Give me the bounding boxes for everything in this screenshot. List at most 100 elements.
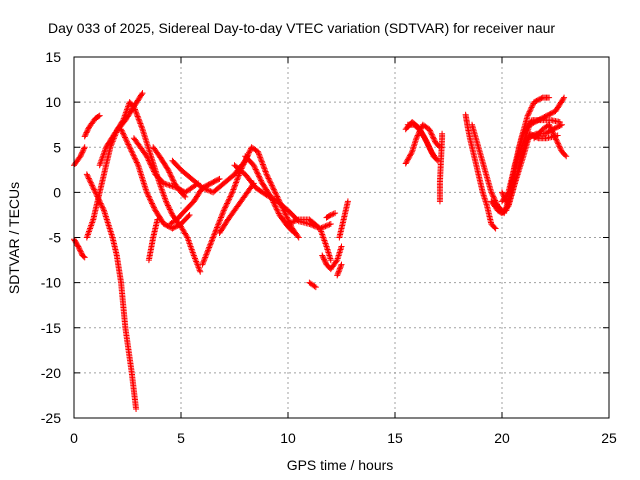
data-point [259, 160, 266, 167]
y-axis-label: SDTVAR / TECUs [6, 182, 22, 294]
data-point [312, 284, 319, 291]
data-point [404, 156, 411, 163]
data-point [219, 210, 226, 217]
data-point [164, 165, 171, 172]
data-point [204, 187, 211, 194]
data-point [215, 221, 222, 228]
data-point [126, 144, 133, 151]
data-point [427, 146, 434, 153]
y-tick-label: -20 [41, 365, 61, 381]
data-point [294, 217, 301, 224]
series-arc-8 [145, 216, 161, 264]
data-point [149, 165, 156, 172]
data-point [206, 187, 213, 194]
data-point [258, 177, 265, 184]
data-point [273, 192, 280, 199]
data-point [230, 186, 237, 193]
data-point [293, 217, 300, 224]
data-point [122, 135, 129, 142]
series-arc-6 [96, 99, 204, 275]
data-point [491, 196, 498, 203]
data-point [130, 152, 137, 159]
data-point [257, 155, 264, 162]
data-point [166, 182, 173, 189]
data-point [344, 198, 351, 205]
data-point [100, 206, 107, 213]
data-point [326, 221, 333, 228]
data-point [258, 158, 265, 165]
data-point [230, 185, 237, 192]
data-point [241, 158, 248, 165]
data-point [319, 253, 326, 260]
series-arc-14 [216, 180, 257, 236]
data-point [430, 135, 437, 142]
data-point [256, 152, 263, 159]
data-point [405, 155, 412, 162]
data-point [207, 241, 214, 248]
data-point [269, 183, 276, 190]
data-point [320, 255, 327, 262]
data-point [253, 167, 260, 174]
data-point [406, 152, 413, 159]
data-point [436, 198, 443, 205]
series-arc-27 [462, 111, 499, 232]
data-point [201, 255, 208, 262]
data-point [78, 150, 85, 157]
data-point [122, 134, 129, 141]
data-point [488, 190, 495, 197]
data-point [131, 155, 138, 162]
data-point [165, 168, 172, 175]
data-point [134, 113, 141, 120]
data-point [85, 175, 92, 182]
data-point [125, 142, 132, 149]
data-point [258, 178, 265, 185]
data-point [210, 234, 217, 241]
data-point [131, 153, 138, 160]
data-point [546, 123, 553, 130]
data-point [502, 196, 509, 203]
data-point [127, 145, 134, 152]
data-point [556, 143, 563, 150]
data-point [200, 258, 207, 265]
data-point [165, 181, 172, 188]
data-point [260, 164, 267, 171]
data-point [229, 189, 236, 196]
x-tick-label: 15 [387, 430, 403, 446]
data-point [144, 190, 151, 197]
data-point [529, 103, 536, 110]
data-point [137, 120, 144, 127]
series-arc-25 [402, 118, 439, 162]
data-point [147, 161, 154, 168]
data-point [206, 244, 213, 251]
data-point [150, 167, 157, 174]
data-point [201, 257, 208, 264]
series-arc-16 [231, 162, 334, 232]
data-point [548, 127, 555, 134]
data-point [263, 171, 270, 178]
data-point [125, 141, 132, 148]
data-point [430, 134, 437, 141]
data-point [200, 185, 207, 192]
data-point [77, 247, 84, 254]
data-point [555, 141, 562, 148]
data-point [167, 170, 174, 177]
data-point [221, 206, 228, 213]
series-arc-22 [336, 198, 351, 241]
data-point [322, 258, 329, 265]
y-tick-label: -15 [41, 320, 61, 336]
data-point [144, 154, 151, 161]
data-point [255, 148, 262, 155]
y-tick-label: -10 [41, 275, 61, 291]
data-point [87, 178, 94, 185]
data-point [257, 176, 264, 183]
data-point [193, 258, 200, 265]
data-point [147, 197, 154, 204]
data-point [534, 134, 541, 141]
data-point [227, 193, 234, 200]
data-point [216, 175, 223, 182]
data-point [294, 233, 301, 240]
data-point [84, 172, 91, 179]
data-point [291, 229, 298, 236]
data-point [133, 159, 140, 166]
data-point [234, 176, 241, 183]
